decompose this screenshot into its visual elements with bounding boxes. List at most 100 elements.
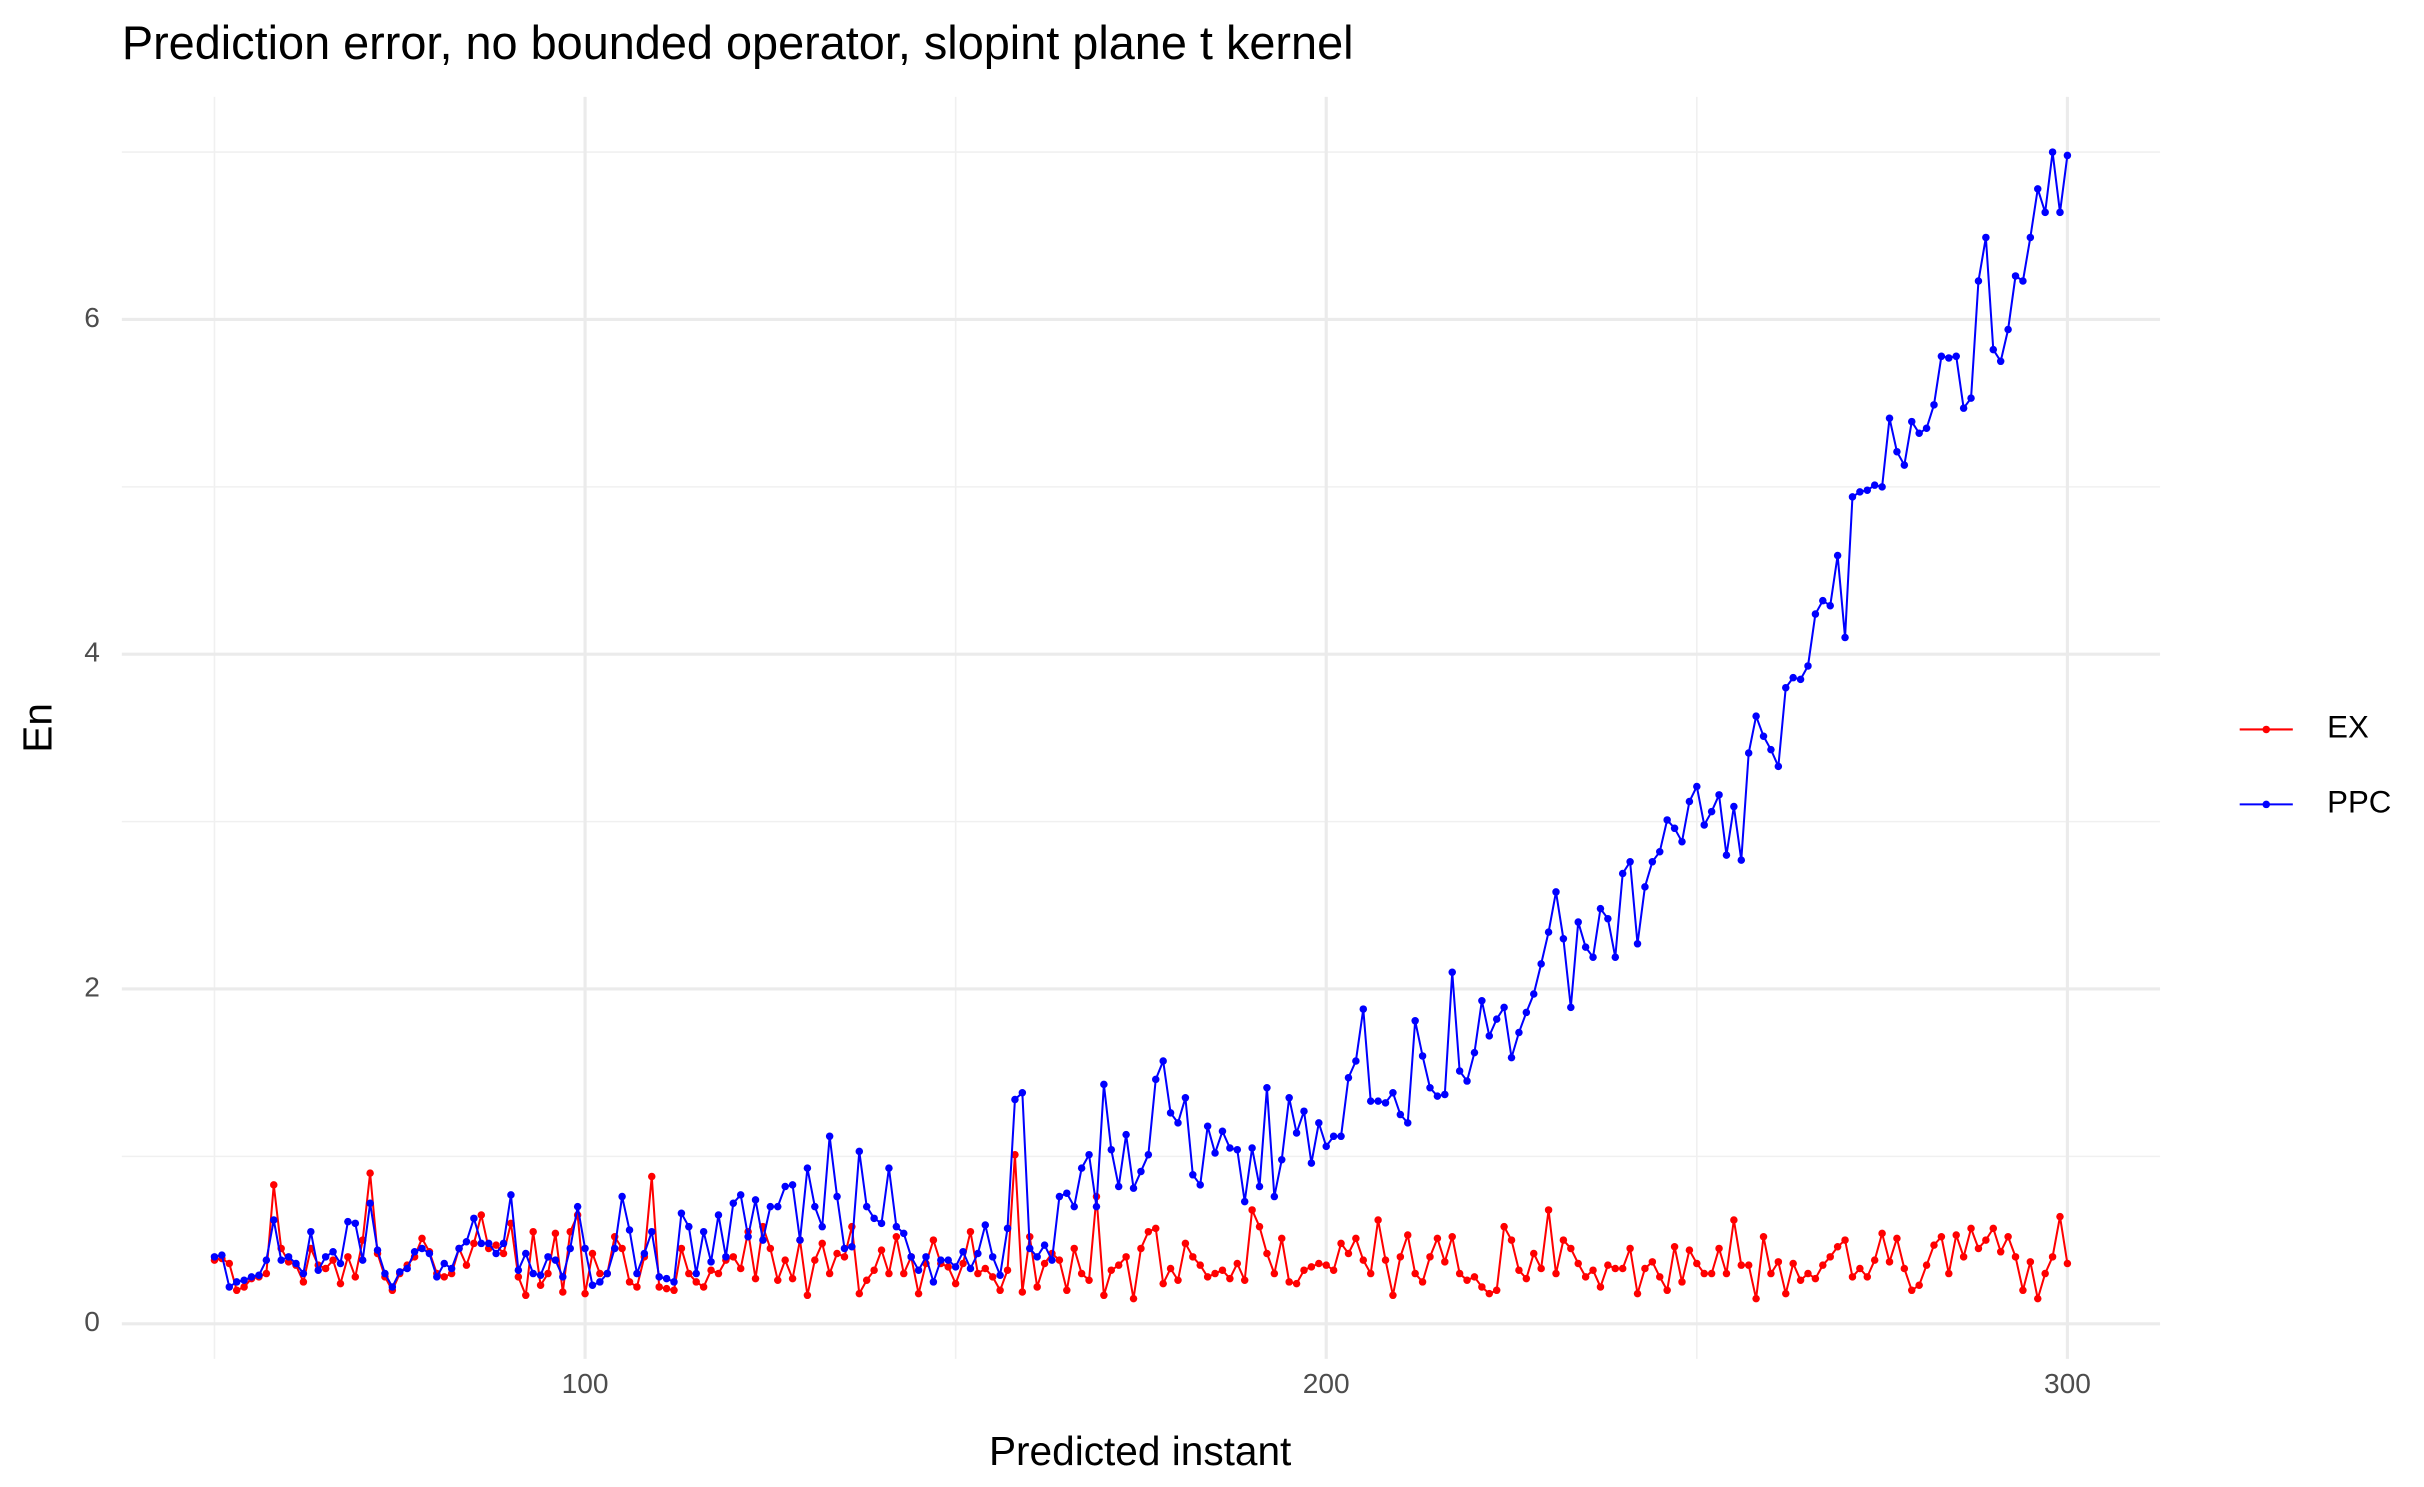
point: [1922, 1261, 1931, 1269]
point: [1774, 1258, 1783, 1266]
point: [470, 1214, 478, 1223]
point: [514, 1266, 523, 1274]
point: [751, 1274, 760, 1283]
point: [1233, 1145, 1242, 1154]
point: [477, 1211, 486, 1219]
point: [1441, 1090, 1449, 1099]
point: [662, 1284, 671, 1293]
point: [1574, 1259, 1582, 1268]
y-tick-label: 4: [84, 637, 100, 668]
point: [210, 1253, 219, 1261]
point: [1522, 1274, 1531, 1283]
point: [981, 1221, 990, 1229]
point: [1122, 1130, 1130, 1139]
point: [1389, 1089, 1397, 1097]
point: [729, 1253, 738, 1261]
point: [1826, 1253, 1834, 1261]
point: [766, 1202, 775, 1211]
point: [1515, 1028, 1523, 1037]
point: [1107, 1145, 1116, 1154]
point: [818, 1239, 826, 1248]
point: [299, 1278, 308, 1286]
point: [840, 1244, 849, 1253]
point: [1989, 345, 1998, 354]
point: [573, 1202, 582, 1211]
point: [1759, 1232, 1768, 1241]
point: [877, 1246, 886, 1254]
point: [1270, 1192, 1279, 1201]
point: [1159, 1279, 1167, 1288]
point: [1982, 1236, 1990, 1244]
point: [1485, 1032, 1494, 1040]
point: [559, 1273, 567, 1281]
point: [855, 1147, 864, 1156]
point: [1077, 1164, 1086, 1172]
point: [1107, 1266, 1116, 1274]
point: [907, 1253, 915, 1261]
point: [1930, 1241, 1938, 1249]
point: [2004, 325, 2012, 334]
point: [1181, 1239, 1190, 1248]
y-tick-label: 2: [84, 971, 100, 1002]
point: [1255, 1182, 1264, 1191]
point: [774, 1276, 782, 1284]
point: [1707, 1269, 1716, 1278]
point: [1433, 1092, 1442, 1100]
point: [1611, 953, 1620, 961]
point: [1945, 1269, 1953, 1278]
point: [1581, 1273, 1590, 1281]
point: [751, 1196, 760, 1204]
point: [1893, 1234, 1901, 1243]
point: [1870, 1256, 1879, 1264]
point: [1366, 1097, 1375, 1105]
point: [1463, 1276, 1471, 1284]
point: [1307, 1263, 1316, 1271]
point: [707, 1258, 715, 1266]
point: [1589, 1266, 1597, 1274]
point: [507, 1191, 515, 1199]
point: [299, 1269, 308, 1278]
point: [433, 1273, 441, 1281]
point: [1233, 1259, 1242, 1268]
point: [1796, 1276, 1805, 1284]
point: [640, 1249, 649, 1258]
point: [566, 1244, 574, 1253]
point: [366, 1169, 374, 1177]
point: [1782, 1289, 1790, 1298]
point: [440, 1259, 448, 1268]
point: [2034, 1294, 2042, 1303]
point: [1974, 1244, 1983, 1253]
point: [885, 1269, 893, 1278]
point: [648, 1227, 656, 1236]
point: [1707, 807, 1716, 816]
point: [774, 1202, 782, 1211]
point: [2019, 277, 2027, 285]
point: [1774, 762, 1783, 771]
point: [321, 1253, 330, 1261]
point: [1789, 673, 1797, 682]
point: [1685, 797, 1694, 806]
point: [2004, 1232, 2012, 1241]
point: [1715, 1244, 1723, 1253]
point: [1211, 1149, 1219, 1157]
point: [218, 1251, 226, 1259]
point: [1678, 1278, 1686, 1286]
point: [1240, 1197, 1249, 1206]
point: [966, 1264, 975, 1273]
point: [1915, 1281, 1923, 1290]
point: [988, 1253, 997, 1261]
point: [914, 1289, 923, 1298]
point: [1337, 1239, 1345, 1248]
point: [1040, 1241, 1049, 1249]
x-axis-title: Predicted instant: [989, 1428, 1291, 1474]
point: [1544, 1206, 1553, 1214]
point: [544, 1253, 552, 1261]
point: [1137, 1167, 1145, 1176]
point: [1404, 1119, 1412, 1127]
point: [351, 1273, 360, 1281]
point: [321, 1264, 330, 1273]
point: [1381, 1099, 1390, 1107]
point: [1396, 1253, 1405, 1261]
point: [855, 1289, 864, 1298]
